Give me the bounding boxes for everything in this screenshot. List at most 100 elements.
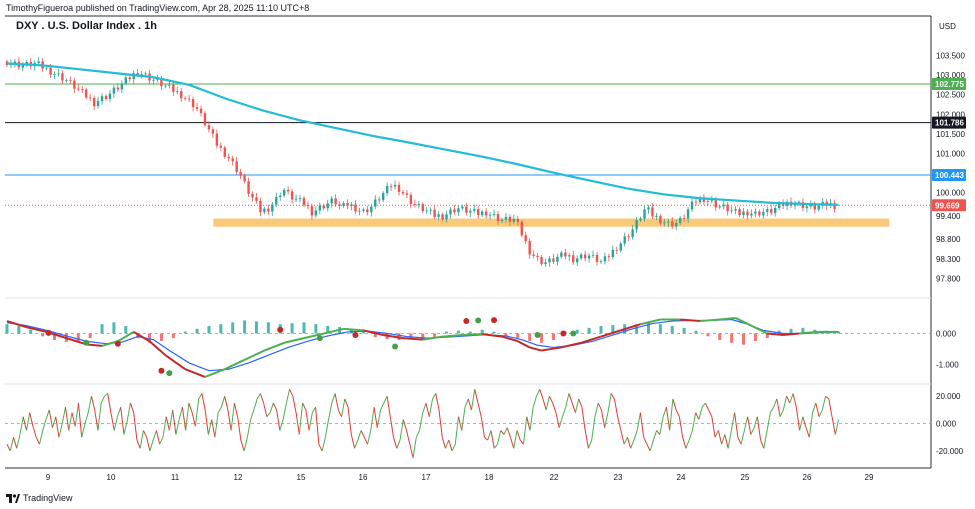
momentum-segment — [555, 412, 560, 428]
momentum-segment — [633, 430, 638, 441]
momentum-segment — [682, 437, 687, 449]
momentum-segment — [354, 439, 359, 449]
momentum-panel[interactable] — [5, 389, 931, 459]
momentum-segment — [604, 412, 609, 428]
momentum-segment — [204, 409, 209, 435]
momentum-segment — [383, 396, 388, 404]
price-tick-label: 97.800 — [936, 274, 961, 283]
candle-body — [96, 101, 100, 107]
price-tick-label: 98.300 — [936, 255, 961, 264]
osc-fast-segment — [735, 317, 752, 327]
candle-body — [112, 87, 116, 94]
momentum-segment — [516, 430, 521, 441]
momentum-segment — [561, 407, 567, 417]
momentum-segment — [97, 403, 102, 431]
momentum-segment — [714, 430, 719, 438]
brand-footer[interactable]: TradingView — [6, 493, 73, 503]
momentum-segment — [32, 426, 37, 438]
candle-body — [215, 133, 219, 146]
histogram-bar — [421, 333, 425, 340]
momentum-segment — [289, 389, 294, 397]
histogram-bar — [219, 324, 223, 334]
histogram-bar — [516, 333, 520, 339]
candle-body — [623, 236, 626, 244]
momentum-tick-label: -20.000 — [936, 447, 964, 456]
time-tick-label: 26 — [803, 473, 812, 482]
candle-body — [595, 254, 599, 262]
cross-signal-dot — [352, 332, 359, 339]
price-tick-label: 103.500 — [936, 52, 965, 61]
momentum-segment — [84, 412, 89, 424]
candle-body — [635, 220, 638, 230]
candle-body — [100, 96, 104, 102]
momentum-segment — [484, 436, 489, 441]
candle-body — [318, 205, 322, 211]
histogram-bar — [789, 328, 793, 334]
momentum-segment — [441, 437, 446, 449]
histogram-bar — [183, 331, 187, 334]
momentum-segment — [13, 437, 18, 449]
candle-body — [223, 147, 226, 157]
momentum-segment — [763, 430, 768, 449]
candle-body — [346, 203, 349, 206]
momentum-segment — [64, 407, 70, 431]
candle-body — [370, 206, 373, 213]
momentum-segment — [360, 430, 365, 438]
osc-tick-label: 0.000 — [936, 329, 957, 338]
candle-body — [445, 214, 448, 220]
momentum-segment — [324, 419, 330, 438]
momentum-segment — [496, 430, 502, 445]
momentum-segment — [237, 416, 242, 441]
momentum-segment — [808, 412, 814, 438]
momentum-segment — [6, 443, 11, 452]
osc-fast-segment — [244, 349, 265, 361]
momentum-segment — [415, 430, 420, 438]
momentum-segment — [45, 409, 50, 420]
momentum-segment — [227, 409, 232, 431]
candle-body — [480, 211, 484, 216]
momentum-segment — [318, 443, 323, 452]
momentum-segment — [630, 439, 635, 449]
candle-body — [374, 199, 377, 207]
momentum-segment — [685, 439, 690, 449]
price-tag-label: 101.786 — [935, 119, 964, 128]
osc-fast-segment — [783, 332, 800, 337]
histogram-bar — [706, 333, 710, 337]
momentum-segment — [243, 437, 248, 452]
momentum-segment — [396, 439, 401, 449]
candle-body — [231, 158, 234, 162]
candle-body — [282, 189, 286, 196]
candle-body — [279, 195, 282, 197]
candle-body — [358, 210, 361, 212]
cross-signal-dot — [491, 317, 498, 324]
price-panel[interactable] — [5, 57, 931, 268]
candle-body — [528, 241, 531, 255]
candle-body — [655, 216, 658, 217]
momentum-segment — [185, 403, 190, 431]
oscillator-panel[interactable] — [5, 316, 931, 378]
momentum-segment — [266, 412, 271, 418]
momentum-segment — [263, 402, 268, 417]
candle-body — [251, 193, 254, 198]
momentum-segment — [399, 419, 404, 441]
momentum-segment — [480, 416, 485, 438]
price-tick-label: 103.000 — [936, 71, 965, 80]
momentum-segment — [129, 402, 135, 413]
momentum-segment — [620, 430, 625, 445]
candle-body — [639, 218, 642, 221]
candle-body — [548, 258, 551, 263]
candle-body — [247, 181, 250, 194]
histogram-bar — [124, 326, 128, 334]
momentum-segment — [649, 439, 654, 452]
candle-body — [643, 209, 646, 219]
candle-body — [160, 79, 163, 87]
osc-fast-segment — [264, 341, 285, 352]
momentum-segment — [474, 389, 479, 404]
candle-body — [805, 206, 809, 209]
momentum-segment — [805, 427, 810, 438]
histogram-bar — [88, 333, 92, 339]
cross-signal-dot — [560, 330, 567, 337]
momentum-segment — [623, 437, 628, 445]
momentum-segment — [747, 416, 752, 435]
momentum-segment — [454, 416, 460, 445]
